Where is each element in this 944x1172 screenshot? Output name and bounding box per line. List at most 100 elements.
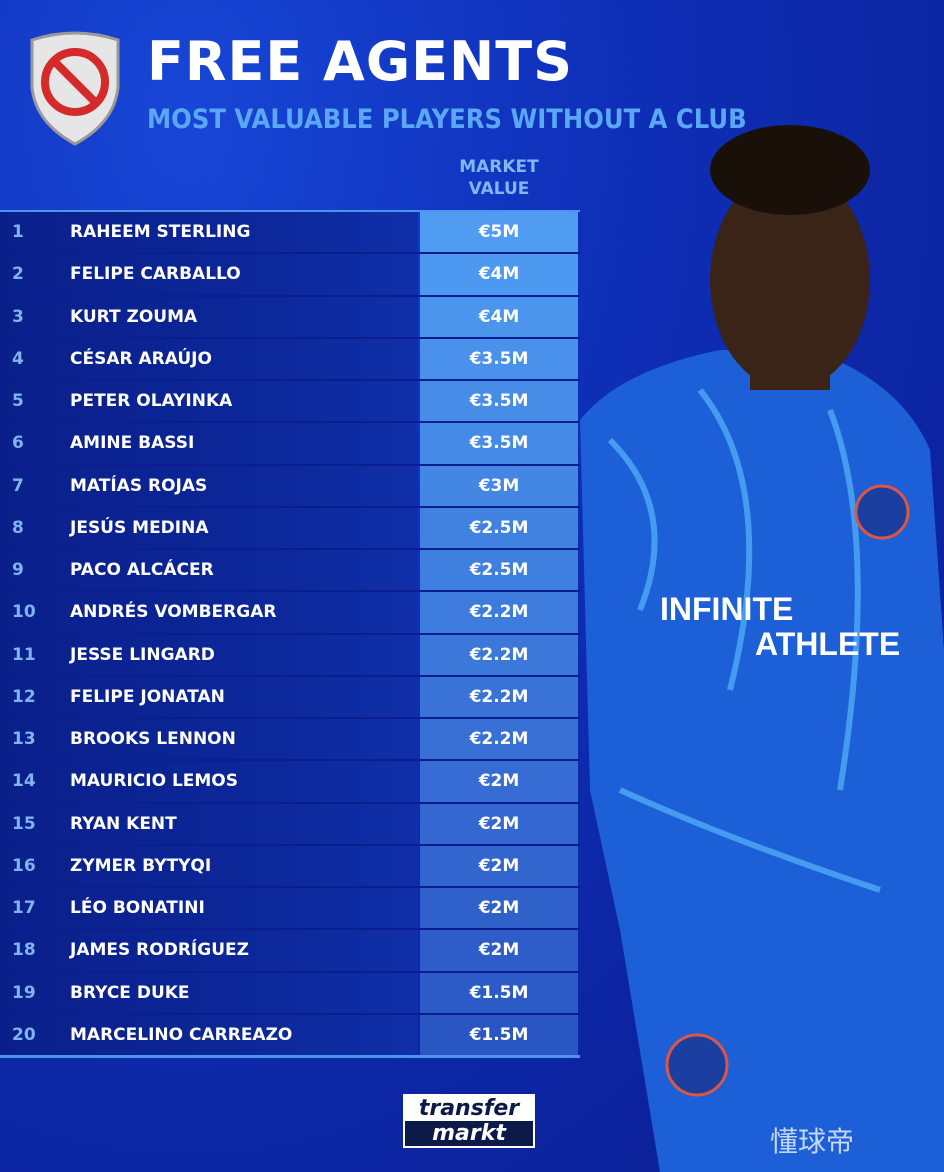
- player-cell: 19 BRYCE DUKE: [0, 972, 418, 1013]
- player-cell: 2 FELIPE CARBALLO: [0, 254, 418, 295]
- rank: 10: [12, 602, 36, 623]
- market-value: €1.5M: [420, 972, 578, 1013]
- logo-text: markt: [405, 1121, 533, 1146]
- player-name: JESSE LINGARD: [70, 644, 215, 665]
- player-name: FELIPE JONATAN: [70, 686, 225, 707]
- table-row: 13 BROOKS LENNON €2.2M: [0, 719, 580, 762]
- player-cell: 4 CÉSAR ARAÚJO: [0, 338, 418, 379]
- player-name: CÉSAR ARAÚJO: [70, 348, 212, 369]
- player-name: RYAN KENT: [70, 813, 177, 834]
- market-value: €2.5M: [420, 507, 578, 548]
- market-value: €2.2M: [420, 592, 578, 633]
- rank: 19: [12, 982, 36, 1003]
- transfermarkt-logo: transfer markt: [403, 1094, 535, 1148]
- market-value: €2M: [420, 761, 578, 802]
- table-row: 8 JESÚS MEDINA €2.5M: [0, 507, 580, 550]
- table-row: 19 BRYCE DUKE €1.5M: [0, 972, 580, 1015]
- market-value-column-header: MARKET VALUE: [420, 156, 578, 200]
- player-name: PACO ALCÁCER: [70, 560, 214, 581]
- table-row: 5 PETER OLAYINKA €3.5M: [0, 381, 580, 424]
- table-row: 18 JAMES RODRÍGUEZ €2M: [0, 930, 580, 973]
- market-value: €1.5M: [420, 1014, 578, 1055]
- table-row: 20 MARCELINO CARREAZO €1.5M: [0, 1014, 580, 1057]
- market-value: €4M: [420, 254, 578, 295]
- player-cell: 3 KURT ZOUMA: [0, 296, 418, 337]
- rank: 11: [12, 644, 36, 665]
- logo-text: transfer: [418, 1096, 520, 1121]
- rank: 5: [12, 391, 24, 412]
- table-row: 1 RAHEEM STERLING €5M: [0, 212, 580, 255]
- market-value: €2.2M: [420, 719, 578, 760]
- market-value: €2M: [420, 930, 578, 971]
- player-cell: 20 MARCELINO CARREAZO: [0, 1014, 418, 1055]
- table-row: 16 ZYMER BYTYQI €2M: [0, 845, 580, 888]
- player-name: FELIPE CARBALLO: [70, 264, 241, 285]
- player-cell: 14 MAURICIO LEMOS: [0, 761, 418, 802]
- table-row: 4 CÉSAR ARAÚJO €3.5M: [0, 338, 580, 381]
- rank: 16: [12, 855, 36, 876]
- player-name: BRYCE DUKE: [70, 982, 190, 1003]
- player-name: BROOKS LENNON: [70, 729, 236, 750]
- player-cell: 18 JAMES RODRÍGUEZ: [0, 930, 418, 971]
- market-value: €3.5M: [420, 423, 578, 464]
- market-value: €2.5M: [420, 550, 578, 591]
- svg-text:INFINITE: INFINITE: [660, 591, 793, 627]
- rank: 7: [12, 475, 24, 496]
- rank: 2: [12, 264, 24, 285]
- player-cell: 9 PACO ALCÁCER: [0, 550, 418, 591]
- table-bottom-border: [0, 1055, 580, 1058]
- table-row: 2 FELIPE CARBALLO €4M: [0, 254, 580, 297]
- market-value: €4M: [420, 296, 578, 337]
- player-name: AMINE BASSI: [70, 433, 195, 454]
- no-entry-shield-icon: [30, 31, 120, 146]
- player-cell: 8 JESÚS MEDINA: [0, 507, 418, 548]
- player-name: ANDRÉS VOMBERGAR: [70, 602, 277, 623]
- rank: 18: [12, 940, 36, 961]
- player-cell: 17 LÉO BONATINI: [0, 888, 418, 929]
- player-cell: 13 BROOKS LENNON: [0, 719, 418, 760]
- player-name: MAURICIO LEMOS: [70, 771, 238, 792]
- player-cell: 11 JESSE LINGARD: [0, 634, 418, 675]
- player-name: PETER OLAYINKA: [70, 391, 233, 412]
- table-row: 14 MAURICIO LEMOS €2M: [0, 761, 580, 804]
- table-row: 6 AMINE BASSI €3.5M: [0, 423, 580, 466]
- market-value: €5M: [420, 212, 578, 253]
- player-cell: 16 ZYMER BYTYQI: [0, 845, 418, 886]
- table-row: 10 ANDRÉS VOMBERGAR €2.2M: [0, 592, 580, 635]
- player-name: JESÚS MEDINA: [70, 517, 209, 538]
- player-photo: INFINITE ATHLETE: [580, 125, 944, 1172]
- table-row: 9 PACO ALCÁCER €2.5M: [0, 550, 580, 593]
- rank: 14: [12, 771, 36, 792]
- table-row: 7 MATÍAS ROJAS €3M: [0, 465, 580, 508]
- table-row: 15 RYAN KENT €2M: [0, 803, 580, 846]
- player-cell: 6 AMINE BASSI: [0, 423, 418, 464]
- market-value: €2M: [420, 888, 578, 929]
- market-value: €2.2M: [420, 634, 578, 675]
- market-value: €2M: [420, 845, 578, 886]
- table-row: 17 LÉO BONATINI €2M: [0, 888, 580, 931]
- free-agents-table: 1 RAHEEM STERLING €5M 2 FELIPE CARBALLO €4M 3 K…: [0, 210, 580, 1057]
- rank: 9: [12, 560, 24, 581]
- market-value: €3.5M: [420, 338, 578, 379]
- rank: 20: [12, 1024, 36, 1045]
- table-row: 3 KURT ZOUMA €4M: [0, 296, 580, 339]
- rank: 3: [12, 306, 24, 327]
- rank: 8: [12, 517, 24, 538]
- player-cell: 7 MATÍAS ROJAS: [0, 465, 418, 506]
- player-name: LÉO BONATINI: [70, 898, 205, 919]
- player-name: JAMES RODRÍGUEZ: [70, 940, 249, 961]
- column-header-line: VALUE: [468, 179, 530, 199]
- table-row: 11 JESSE LINGARD €2.2M: [0, 634, 580, 677]
- player-cell: 12 FELIPE JONATAN: [0, 676, 418, 717]
- watermark: 懂球帝: [770, 1125, 855, 1158]
- player-name: MARCELINO CARREAZO: [70, 1024, 293, 1045]
- rank: 13: [12, 729, 36, 750]
- page-title: FREE AGENTS: [147, 30, 573, 93]
- market-value: €2M: [420, 803, 578, 844]
- player-cell: 5 PETER OLAYINKA: [0, 381, 418, 422]
- market-value: €2.2M: [420, 676, 578, 717]
- player-cell: 15 RYAN KENT: [0, 803, 418, 844]
- rank: 4: [12, 348, 24, 369]
- page-subtitle: MOST VALUABLE PLAYERS WITHOUT A CLUB: [147, 104, 747, 135]
- svg-text:ATHLETE: ATHLETE: [755, 626, 900, 662]
